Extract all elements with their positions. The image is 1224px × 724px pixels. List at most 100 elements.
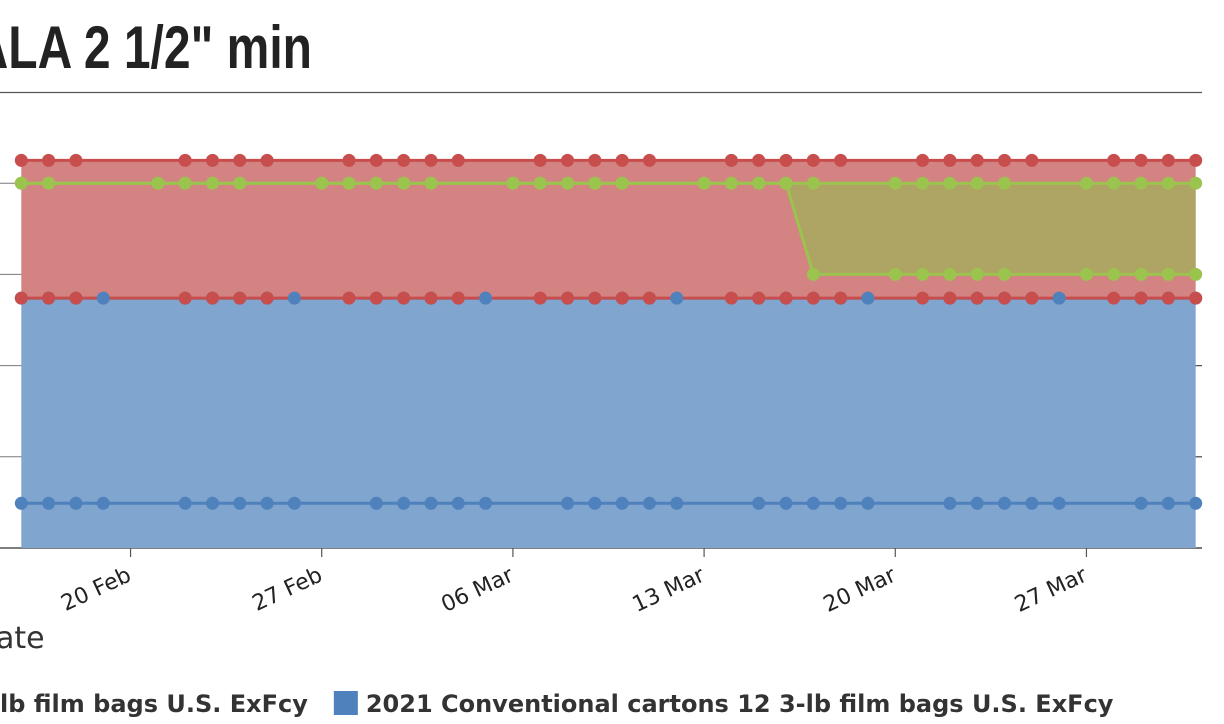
high-marker — [642, 153, 656, 167]
high-marker — [1161, 153, 1175, 167]
low-marker — [260, 291, 274, 305]
low-marker — [205, 176, 219, 190]
low-marker — [342, 291, 356, 305]
low-marker — [506, 176, 520, 190]
high-marker — [69, 153, 83, 167]
legend-label: 2021 Conventional cartons 12 3-lb film b… — [366, 690, 1114, 718]
low-marker — [752, 291, 766, 305]
high-marker — [1079, 176, 1093, 190]
high-marker — [533, 153, 547, 167]
low-marker — [888, 267, 902, 281]
low-marker — [724, 176, 738, 190]
low-marker — [397, 176, 411, 190]
low-marker — [998, 291, 1012, 305]
low-marker — [1134, 291, 1148, 305]
legend-swatch — [333, 691, 358, 715]
low-marker — [998, 267, 1012, 281]
chart-title: ALA 2 1/2" min — [0, 14, 312, 81]
low-marker — [1025, 291, 1039, 305]
high-marker — [561, 153, 575, 167]
low-marker — [561, 496, 575, 510]
low-marker — [424, 176, 438, 190]
low-marker — [588, 291, 602, 305]
low-marker — [1134, 267, 1148, 281]
low-marker — [588, 496, 602, 510]
low-marker — [479, 496, 493, 510]
high-marker — [397, 153, 411, 167]
high-marker — [861, 291, 875, 305]
low-marker — [69, 291, 83, 305]
high-marker — [96, 291, 110, 305]
high-marker — [888, 176, 902, 190]
low-marker — [834, 291, 848, 305]
low-marker — [806, 267, 820, 281]
low-marker — [1107, 267, 1121, 281]
low-marker — [724, 291, 738, 305]
high-marker — [233, 153, 247, 167]
high-marker — [806, 176, 820, 190]
low-marker — [451, 496, 465, 510]
high-marker — [342, 153, 356, 167]
low-marker — [233, 496, 247, 510]
high-marker — [1052, 291, 1066, 305]
low-marker — [14, 291, 28, 305]
low-marker — [861, 496, 875, 510]
low-marker — [615, 291, 629, 305]
x-tick-label: 13 Mar — [629, 562, 710, 617]
high-marker — [970, 153, 984, 167]
high-marker — [1161, 176, 1175, 190]
range-area — [21, 298, 1196, 548]
x-axis-label: ate — [0, 621, 45, 656]
low-marker — [1189, 496, 1203, 510]
low-marker — [561, 291, 575, 305]
range-area — [21, 183, 1196, 275]
high-marker — [369, 153, 383, 167]
high-marker — [943, 153, 957, 167]
low-marker — [342, 176, 356, 190]
series-layer — [21, 158, 1196, 548]
low-marker — [779, 291, 793, 305]
high-marker — [998, 153, 1012, 167]
low-marker — [315, 176, 329, 190]
low-marker — [615, 176, 629, 190]
low-marker — [14, 496, 28, 510]
high-marker — [14, 153, 28, 167]
low-marker — [1189, 267, 1203, 281]
low-marker — [397, 291, 411, 305]
high-marker — [205, 153, 219, 167]
high-marker — [779, 153, 793, 167]
low-marker — [1107, 291, 1121, 305]
high-marker — [916, 153, 930, 167]
low-marker — [561, 176, 575, 190]
title-group: ALA 2 1/2" min — [0, 14, 312, 81]
high-marker — [1107, 176, 1121, 190]
low-marker — [916, 267, 930, 281]
low-marker — [1189, 291, 1203, 305]
low-marker — [970, 267, 984, 281]
high-marker — [1134, 176, 1148, 190]
high-marker — [752, 153, 766, 167]
low-marker — [779, 176, 793, 190]
low-marker — [42, 496, 56, 510]
high-marker — [943, 176, 957, 190]
low-marker — [943, 291, 957, 305]
high-marker — [260, 153, 274, 167]
high-marker — [1189, 153, 1203, 167]
legend-label: lb film bags U.S. ExFcy — [0, 690, 308, 718]
x-tick-label: 20 Mar — [820, 562, 901, 617]
low-marker — [1161, 267, 1175, 281]
high-marker — [178, 153, 192, 167]
low-marker — [642, 496, 656, 510]
low-marker — [806, 496, 820, 510]
low-marker — [970, 496, 984, 510]
high-marker — [916, 176, 930, 190]
low-marker — [42, 176, 56, 190]
low-marker — [588, 176, 602, 190]
low-marker — [533, 176, 547, 190]
low-marker — [205, 496, 219, 510]
low-marker — [806, 291, 820, 305]
low-marker — [1052, 496, 1066, 510]
high-marker — [588, 153, 602, 167]
markers — [14, 153, 1203, 510]
low-marker — [42, 291, 56, 305]
